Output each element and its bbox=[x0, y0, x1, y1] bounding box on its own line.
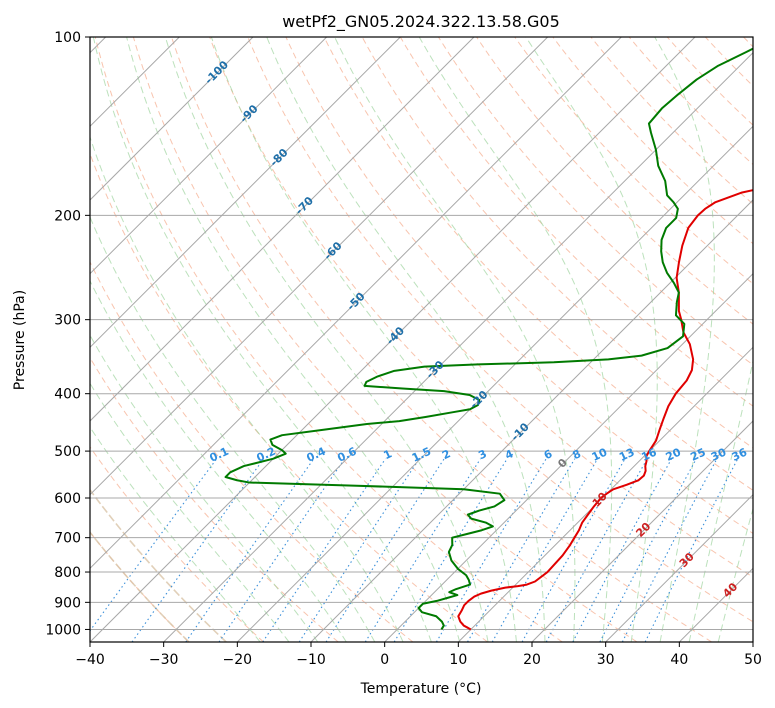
boundary-curve bbox=[90, 488, 227, 642]
moist-adiabat-line bbox=[90, 334, 319, 642]
x-axis-title: Temperature (°C) bbox=[360, 681, 482, 697]
y-tick-label: 200 bbox=[54, 208, 81, 224]
y-tick-label: 300 bbox=[54, 313, 81, 329]
x-tick-label: 0 bbox=[380, 652, 389, 668]
moist-adiabat-line bbox=[92, 37, 432, 642]
isotherm-gridline bbox=[236, 125, 753, 642]
moist-adiabat-line bbox=[90, 382, 290, 642]
mixing-ratio-lines bbox=[90, 458, 739, 642]
x-tick-label: −40 bbox=[75, 652, 105, 668]
moist-adiabat-line bbox=[654, 37, 715, 642]
dry-adiabat-line bbox=[90, 446, 264, 642]
dry-adiabat-line bbox=[323, 37, 753, 491]
dry-adiabat-line bbox=[94, 37, 563, 642]
dry-adiabat-line bbox=[628, 37, 753, 166]
isotherm-gridline bbox=[90, 37, 696, 642]
dry-adiabat-line bbox=[476, 37, 753, 325]
mixing-ratio-label: 36 bbox=[730, 445, 750, 463]
moist-adiabat-line bbox=[418, 37, 613, 642]
dry-adiabat-line bbox=[514, 37, 753, 285]
dewpoint-line bbox=[224, 47, 753, 630]
moist-adiabats bbox=[90, 37, 753, 642]
mixing-ratio-label: 25 bbox=[688, 446, 707, 464]
y-axis-ticks: 1000 900 800 700 600 500 400 300 200 100 bbox=[45, 30, 90, 638]
mixing-ratio-line bbox=[262, 458, 386, 642]
isotherm-gridline bbox=[310, 199, 753, 642]
mixing-ratio-label: 30 bbox=[709, 445, 729, 463]
x-tick-label: 40 bbox=[670, 652, 688, 668]
dry-adiabat-line bbox=[247, 37, 753, 578]
y-tick-label: 1000 bbox=[45, 622, 81, 638]
y-axis-title: Pressure (hPa) bbox=[12, 290, 28, 390]
x-tick-label: −10 bbox=[296, 652, 326, 668]
x-tick-label: −20 bbox=[223, 652, 253, 668]
x-axis-ticks: −40 −30 −20 −10 0 10 20 30 40 50 bbox=[75, 642, 762, 668]
mixing-ratio-line bbox=[621, 458, 718, 642]
mixing-ratio-label: 20 bbox=[664, 445, 684, 463]
temperature-line bbox=[457, 189, 753, 631]
mixing-ratio-label: 10 bbox=[590, 445, 610, 463]
mixing-ratio-line bbox=[521, 458, 626, 642]
dry-adiabat-line bbox=[209, 37, 753, 623]
mixing-ratio-line bbox=[131, 458, 265, 642]
mixing-ratio-line bbox=[298, 458, 420, 642]
mixing-ratio-line bbox=[218, 458, 346, 642]
isotherm-gridline bbox=[531, 420, 753, 642]
mixing-ratio-line bbox=[599, 458, 697, 642]
moist-adiabat-line bbox=[688, 358, 753, 642]
plot-frame bbox=[89, 36, 754, 643]
isotherm-gridlines bbox=[90, 37, 753, 642]
chart-title: wetPf2_GN05.2024.322.13.58.G05 bbox=[282, 12, 560, 32]
moist-adiabat-line bbox=[164, 37, 489, 642]
mixing-ratio-line bbox=[185, 458, 315, 642]
mixing-ratio-line bbox=[545, 458, 648, 642]
isotherm-gridline bbox=[605, 493, 753, 642]
isotherm-gridline bbox=[90, 37, 475, 422]
moist-adiabat-line bbox=[90, 135, 404, 642]
x-tick-label: 30 bbox=[597, 652, 615, 668]
moist-adiabat-line bbox=[334, 37, 576, 642]
isotherm-gridline bbox=[90, 37, 622, 570]
moist-adiabat-line bbox=[90, 426, 261, 642]
moist-adiabat-line bbox=[210, 37, 517, 642]
moist-adiabat-line bbox=[266, 37, 546, 642]
isotherm-gridline bbox=[90, 37, 401, 349]
mixing-ratio-label: 13 bbox=[617, 446, 636, 464]
mixing-ratio-line bbox=[325, 458, 445, 642]
y-tick-label: 100 bbox=[54, 30, 81, 46]
x-tick-label: 20 bbox=[523, 652, 541, 668]
dry-adiabat-line bbox=[132, 37, 638, 642]
mixing-ratio-line bbox=[90, 458, 218, 632]
x-tick-label: 50 bbox=[744, 652, 762, 668]
x-tick-label: 10 bbox=[449, 652, 467, 668]
mixing-ratio-line bbox=[467, 458, 576, 642]
y-tick-label: 500 bbox=[54, 444, 81, 460]
y-tick-label: 600 bbox=[54, 491, 81, 507]
x-tick-label: −30 bbox=[149, 652, 179, 668]
isobar-gridlines bbox=[90, 37, 753, 630]
y-tick-label: 900 bbox=[54, 595, 81, 611]
mixing-ratio-line bbox=[491, 458, 599, 642]
mixing-ratio-line bbox=[572, 458, 673, 642]
moist-adiabat-line bbox=[90, 215, 376, 642]
dry-adiabat-line bbox=[399, 37, 753, 407]
dry-adiabat-line bbox=[90, 260, 414, 642]
y-tick-label: 700 bbox=[54, 531, 81, 547]
y-tick-label: 800 bbox=[54, 565, 81, 581]
isotherm-gridline bbox=[90, 37, 328, 275]
boundary-curve bbox=[90, 530, 190, 642]
y-tick-label: 400 bbox=[54, 387, 81, 403]
plot-area: -100-90-80-70-60-50-40-30-20-10010203040… bbox=[90, 37, 753, 642]
isotherm-gridline bbox=[457, 346, 753, 642]
isotherm-gridline bbox=[90, 37, 549, 496]
mixing-ratio-label: 16 bbox=[639, 445, 659, 463]
isotherm-gridline bbox=[163, 51, 753, 642]
boundary-curves bbox=[90, 488, 227, 642]
moist-adiabat-line bbox=[525, 37, 658, 642]
isotherm-gridline bbox=[90, 37, 254, 201]
sounding-series bbox=[224, 47, 753, 631]
